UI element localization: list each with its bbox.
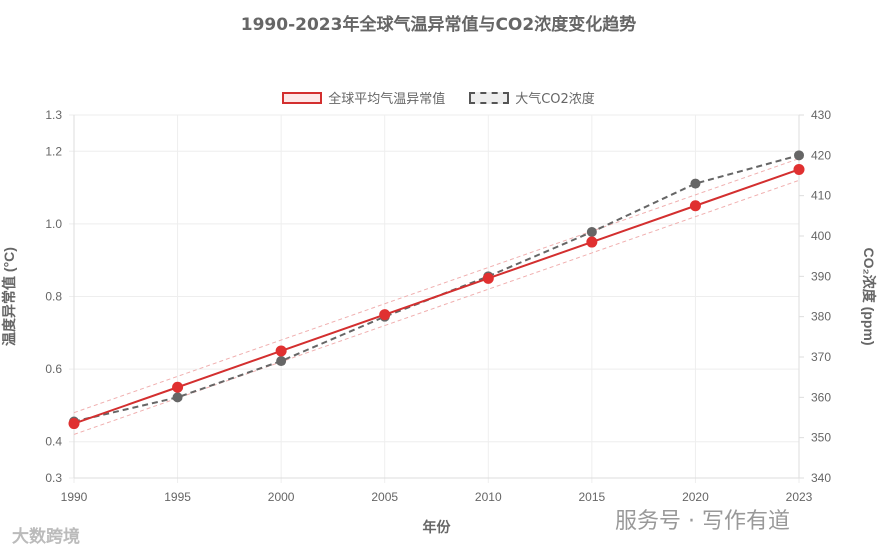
data-point-temperature [586, 236, 598, 248]
legend-item-co2[interactable]: 大气CO2浓度 [469, 88, 595, 107]
legend-label: 大气CO2浓度 [515, 92, 595, 107]
data-point-co2 [586, 226, 597, 237]
x-tick-label: 2015 [579, 490, 606, 504]
data-point-temperature [275, 345, 287, 357]
y2-tick-label: 380 [811, 310, 831, 324]
x-tick-label: 2005 [371, 490, 398, 504]
legend-item-temperature[interactable]: 全球平均气温异常值 [282, 88, 445, 107]
y2-tick-label: 390 [811, 269, 831, 283]
watermark-left: 大数跨境 [12, 527, 80, 547]
confidence-band-line [73, 158, 800, 414]
data-point-temperature [482, 272, 494, 284]
data-point-temperature [172, 381, 184, 393]
y-tick-label: 0.8 [45, 290, 62, 304]
y2-tick-label: 340 [811, 471, 831, 485]
legend-label: 全球平均气温异常值 [328, 92, 446, 107]
data-point-temperature [379, 309, 391, 321]
y-tick-label: 0.3 [45, 471, 62, 485]
y-tick-label: 0.6 [45, 362, 62, 376]
y2-tick-label: 430 [811, 108, 831, 122]
legend-swatch [469, 91, 510, 104]
x-tick-label: 2020 [682, 490, 709, 504]
data-point-co2 [172, 392, 183, 403]
data-point-temperature [793, 163, 805, 175]
series-line-co2 [73, 154, 800, 423]
y-tick-label: 1.2 [45, 144, 62, 158]
data-point-co2 [276, 356, 287, 367]
y2-tick-label: 350 [811, 431, 831, 445]
y2-tick-label: 410 [811, 189, 831, 203]
y2-tick-label: 370 [811, 350, 831, 364]
data-point-co2 [794, 150, 804, 161]
y2-tick-label: 360 [811, 390, 831, 404]
data-point-temperature [689, 200, 701, 212]
y2-tick-label: 420 [811, 148, 831, 162]
watermark-right: 服务号 · 写作有道 [615, 509, 790, 534]
y-tick-label: 1.3 [45, 108, 62, 122]
x-tick-label: 1990 [61, 490, 88, 504]
x-tick-label: 2023 [786, 490, 813, 504]
x-axis-title: 年份 [423, 519, 452, 535]
data-point-temperature [68, 418, 80, 430]
y2-axis-title: CO₂浓度 (ppm) [861, 248, 877, 346]
x-tick-label: 2000 [268, 490, 295, 504]
legend-swatch [282, 91, 323, 104]
legend: 全球平均气温异常值 大气CO2浓度 [0, 88, 877, 107]
y-axis-title: 温度异常值 (°C) [1, 247, 17, 346]
chart-title: 1990-2023年全球气温异常值与CO2浓度变化趋势 [240, 15, 637, 35]
y-tick-label: 0.4 [45, 435, 62, 449]
data-point-co2 [690, 178, 701, 189]
y2-tick-label: 400 [811, 229, 831, 243]
x-tick-label: 2010 [475, 490, 502, 504]
y-tick-label: 1.0 [45, 217, 62, 231]
x-tick-label: 1995 [164, 490, 191, 504]
series-line-temperature [73, 168, 800, 425]
